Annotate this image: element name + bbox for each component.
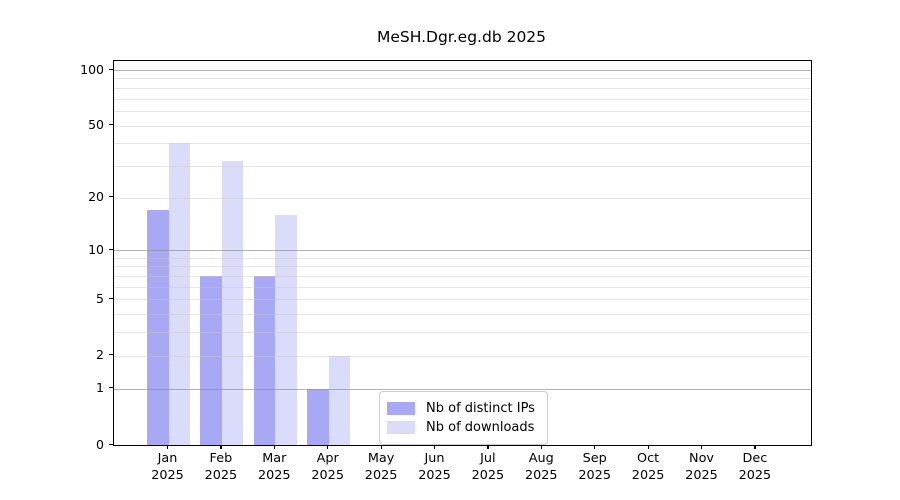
bars-layer (114, 61, 811, 445)
x-tick-mark (754, 445, 756, 449)
y-tick-mark (109, 297, 113, 300)
y-tick-mark (109, 443, 113, 445)
bar-downloads-apr (328, 355, 351, 445)
bar-distinct-ips-mar (253, 276, 276, 445)
y-tick-label: 5 (96, 290, 104, 306)
bar-distinct-ips-apr (307, 388, 329, 445)
x-tick-mark (434, 445, 436, 449)
y-tick-label: 20 (88, 189, 104, 205)
bar-distinct-ips-feb (200, 276, 222, 445)
x-tick-mark (220, 445, 222, 449)
legend-row-distinct-ips: Nb of distinct IPs (387, 399, 535, 418)
x-tick-label-dec: Dec 2025 (738, 451, 772, 483)
x-tick-mark (647, 445, 649, 449)
bar-distinct-ips-jan (147, 210, 169, 445)
x-tick-mark (380, 445, 382, 449)
bar-downloads-feb (221, 160, 244, 445)
legend: Nb of distinct IPs Nb of downloads (379, 391, 548, 445)
x-tick-label-oct: Oct 2025 (631, 451, 665, 483)
x-tick-label-nov: Nov 2025 (685, 451, 718, 483)
x-tick-mark (327, 445, 329, 449)
bar-downloads-mar (275, 214, 297, 445)
y-tick-mark (109, 196, 113, 198)
y-tick-label: 10 (88, 241, 104, 257)
x-tick-label-feb: Feb 2025 (204, 451, 238, 483)
y-tick-label: 100 (80, 61, 104, 77)
y-tick-mark (109, 354, 113, 356)
bar-downloads-jan (168, 143, 190, 445)
x-tick-mark (594, 445, 596, 449)
y-tick-label: 1 (96, 380, 104, 396)
x-tick-mark (701, 445, 703, 449)
y-tick-label: 2 (96, 347, 104, 363)
y-tick-label: 50 (88, 117, 104, 133)
legend-label-downloads: Nb of downloads (426, 420, 535, 435)
y-tick-mark (109, 68, 113, 70)
legend-row-downloads: Nb of downloads (387, 418, 535, 437)
x-tick-mark (167, 445, 169, 449)
x-tick-label-jan: Jan 2025 (151, 451, 184, 483)
x-tick-label-aug: Aug 2025 (525, 451, 558, 483)
y-tick-mark (109, 248, 113, 250)
y-tick-mark (109, 387, 113, 389)
x-tick-label-jun: Jun 2025 (418, 451, 451, 483)
x-tick-mark (487, 445, 489, 449)
x-tick-label-may: May 2025 (364, 451, 398, 483)
legend-label-distinct-ips: Nb of distinct IPs (426, 401, 535, 416)
x-tick-mark (540, 445, 542, 449)
plot-area: Nb of distinct IPs Nb of downloads (113, 60, 812, 446)
x-tick-mark (273, 445, 275, 449)
distinct-ips-swatch (387, 402, 415, 415)
x-tick-label-apr: Apr 2025 (311, 451, 344, 483)
y-tick-label: 0 (96, 436, 104, 452)
chart-title: MeSH.Dgr.eg.db 2025 (376, 28, 547, 46)
x-tick-label-mar: Mar 2025 (258, 451, 291, 483)
x-tick-label-jul: Jul 2025 (471, 451, 505, 483)
x-tick-label-sep: Sep 2025 (578, 451, 611, 483)
y-tick-mark (109, 124, 113, 126)
downloads-swatch (387, 421, 415, 434)
